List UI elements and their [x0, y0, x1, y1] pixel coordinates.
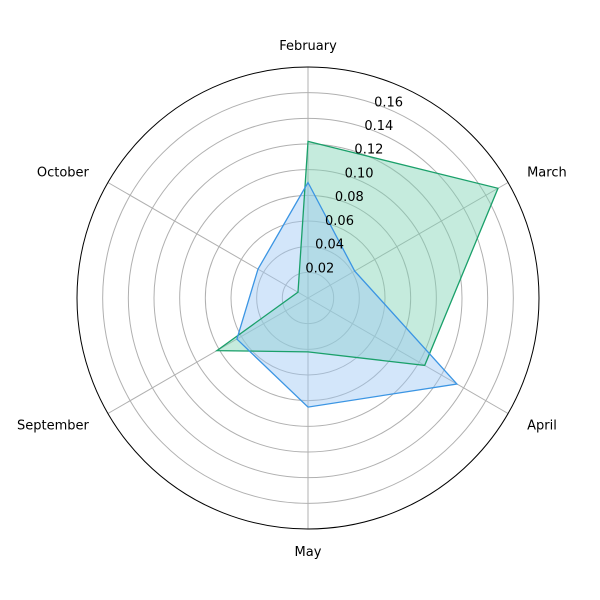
- r-tick-label: 0.02: [305, 261, 334, 276]
- r-tick-label: 0.04: [315, 238, 344, 253]
- grid-spoke: [107, 182, 309, 299]
- r-tick-label: 0.12: [354, 143, 383, 158]
- series-1-line: [214, 140, 499, 367]
- category-label-february: February: [279, 39, 337, 54]
- r-tick-label: 0.10: [345, 166, 374, 181]
- grid-spoke: [307, 297, 509, 414]
- category-label-september: September: [17, 419, 90, 434]
- r-tick-label: 0.06: [325, 214, 354, 229]
- category-label-october: October: [37, 166, 90, 181]
- r-tick-label: 0.16: [374, 95, 403, 110]
- series-1-area: [216, 141, 498, 366]
- outer-frame: [76, 66, 540, 530]
- category-label-may: May: [295, 545, 322, 560]
- category-label-march: March: [527, 166, 567, 181]
- grid-spoke: [307, 182, 509, 299]
- polar-frame: [76, 66, 540, 530]
- r-tick-label: 0.08: [335, 190, 364, 205]
- series-layer: [214, 140, 499, 408]
- category-label-april: April: [527, 419, 557, 434]
- r-tick-label: 0.14: [364, 119, 393, 134]
- series-2-area: [236, 182, 457, 408]
- grid-spoke: [107, 297, 309, 414]
- series-2-line: [236, 181, 459, 408]
- labels: 0.02 0.04 0.06 0.08 0.10 0.12 0.14 0.16 February…: [17, 39, 567, 560]
